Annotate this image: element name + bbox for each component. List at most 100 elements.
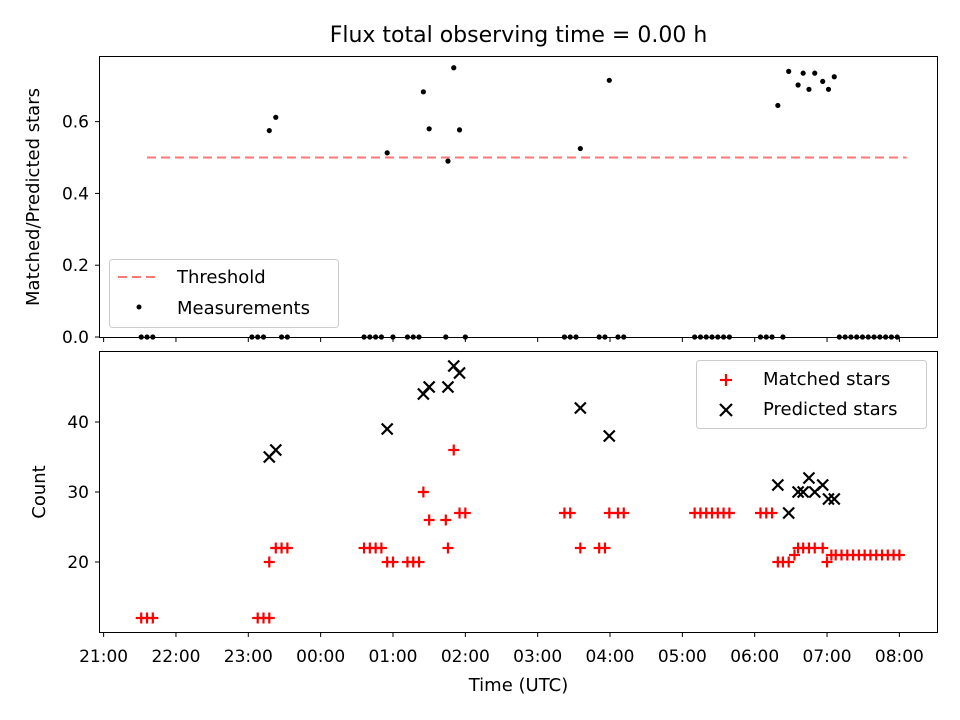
- measurement-point: [621, 334, 627, 340]
- predicted-star-point: [603, 429, 616, 443]
- measurement-point: [426, 126, 432, 132]
- x-tick-label: 02:00: [441, 647, 490, 667]
- matched-star-point: [147, 612, 159, 624]
- measurement-point: [404, 334, 411, 340]
- legend-measurements-label: Measurements: [177, 298, 310, 319]
- matched-star-point: [263, 556, 275, 568]
- measurement-point: [795, 82, 801, 88]
- matched-star-point: [783, 556, 795, 568]
- predicted-star-point: [380, 422, 394, 436]
- measurement-point: [378, 334, 385, 340]
- measurement-point: [577, 145, 583, 152]
- matched-star-point: [417, 486, 429, 498]
- measurement-point: [384, 150, 390, 156]
- matched-star-point: [766, 507, 778, 519]
- ratio-legend-box: [109, 259, 339, 328]
- count-y-axis-label: Count: [29, 465, 50, 518]
- measurement-point: [709, 334, 715, 340]
- predicted-star-point: [574, 401, 587, 415]
- count-y-tick-label: 30: [67, 483, 89, 503]
- x-tick-label: 03:00: [513, 647, 562, 667]
- matched-star-point: [618, 507, 630, 519]
- measurement-point: [854, 334, 860, 340]
- measurement-point: [820, 78, 826, 85]
- measurement-point: [443, 334, 449, 340]
- legend-matched-label: Matched stars: [763, 369, 890, 390]
- x-tick-label: 21:00: [79, 647, 128, 667]
- count-panel: 20 30 40 21:00 22:00 23:00 00:00 01:00 02:00 03:…: [29, 351, 938, 696]
- measurement-point: [266, 127, 272, 134]
- predicted-star-point: [422, 380, 436, 394]
- measurement-points: [138, 65, 900, 340]
- ratio-y-tick-label: 0.6: [62, 113, 89, 133]
- legend-predicted-swatch: [719, 403, 733, 417]
- measurement-point: [462, 334, 468, 340]
- x-tick-label: 04:00: [586, 647, 635, 667]
- x-tick-label: 23:00: [224, 647, 273, 667]
- measurement-point: [800, 70, 806, 76]
- measurement-point: [692, 334, 698, 340]
- measurement-point: [848, 334, 854, 340]
- measurement-point: [775, 102, 781, 109]
- x-axis-label: Time (UTC): [468, 675, 569, 696]
- measurement-point: [416, 334, 422, 340]
- x-tick-label: 07:00: [803, 647, 852, 667]
- ratio-y-axis-label: Matched/Predicted stars: [23, 88, 44, 306]
- x-tick-label: 06:00: [730, 647, 779, 667]
- measurement-point: [780, 334, 786, 340]
- ratio-y-ticks: 0.0 0.2 0.4 0.6: [62, 113, 100, 348]
- measurement-point: [888, 334, 895, 340]
- measurement-point: [894, 334, 900, 340]
- predicted-star-point: [827, 492, 841, 506]
- measurement-point: [786, 68, 792, 74]
- chart-title: Flux total observing time = 0.00 h: [330, 23, 708, 48]
- count-y-ticks: 20 30 40: [67, 413, 100, 573]
- measurement-point: [877, 334, 883, 340]
- matched-star-point: [817, 542, 829, 554]
- measurement-point: [361, 334, 367, 340]
- measurement-point: [865, 334, 871, 340]
- measurement-point: [602, 334, 608, 340]
- ratio-y-tick-label: 0.2: [62, 256, 89, 276]
- measurement-point: [445, 158, 451, 164]
- matched-star-point: [423, 514, 435, 526]
- measurement-point: [703, 334, 709, 340]
- measurement-point: [420, 89, 426, 95]
- measurement-point: [373, 334, 379, 340]
- count-legend: Matched stars Predicted stars: [696, 360, 927, 429]
- measurement-point: [715, 334, 721, 340]
- count-legend-box: [696, 360, 927, 429]
- matched-star-point: [599, 542, 611, 554]
- measurement-point: [150, 334, 156, 340]
- count-x-ticks: 21:00 22:00 23:00 00:00 01:00 02:00 03:00 04:00…: [79, 632, 924, 667]
- matched-star-point: [723, 507, 735, 519]
- measurement-point: [367, 334, 373, 340]
- predicted-star-point: [796, 485, 810, 499]
- predicted-star-point: [802, 471, 816, 485]
- measurement-point: [615, 334, 621, 340]
- measurement-point: [757, 334, 764, 340]
- measurement-point: [278, 334, 285, 340]
- measurement-point: [606, 77, 612, 83]
- matched-star-point: [564, 507, 576, 519]
- measurement-point: [831, 74, 837, 80]
- measurement-point: [456, 127, 463, 133]
- measurement-point: [410, 334, 416, 340]
- measurement-point: [390, 334, 396, 340]
- matched-star-point: [375, 542, 387, 554]
- x-tick-label: 01:00: [368, 647, 417, 667]
- measurement-point: [138, 334, 144, 340]
- legend-measurements-swatch: [136, 304, 142, 310]
- matched-star-point: [442, 542, 454, 554]
- matched-star-point: [788, 549, 800, 561]
- predicted-star-point: [453, 366, 466, 380]
- matched-star-point: [893, 549, 905, 561]
- measurement-point: [842, 334, 848, 340]
- measurement-point: [596, 334, 602, 340]
- measurement-point: [825, 86, 832, 92]
- measurement-point: [812, 70, 818, 76]
- measurement-point: [451, 65, 457, 71]
- count-y-tick-label: 40: [67, 413, 89, 433]
- predicted-star-point: [269, 443, 283, 457]
